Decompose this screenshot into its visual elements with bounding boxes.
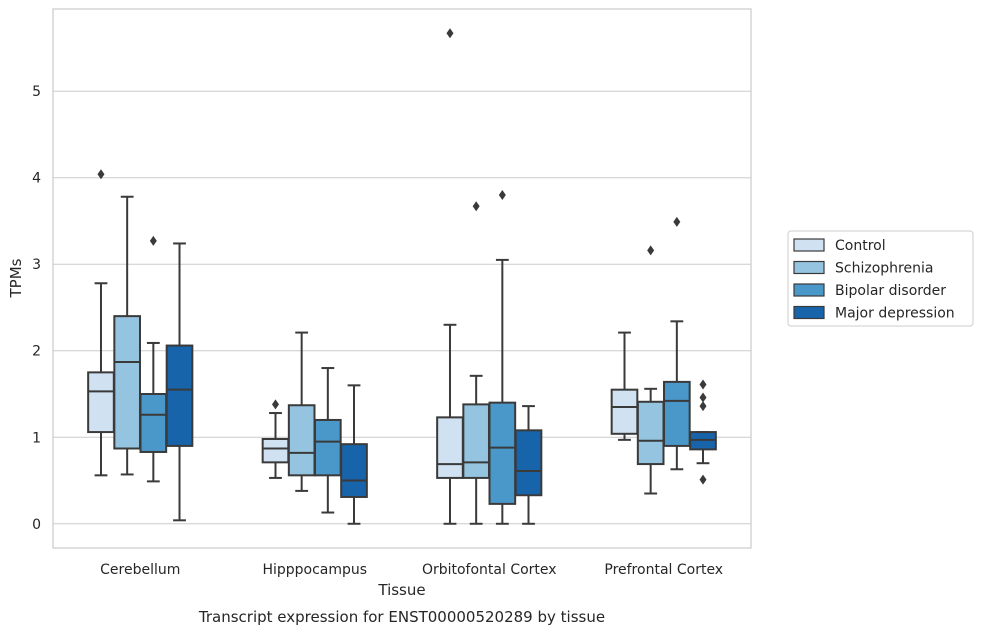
- legend-swatch: [793, 260, 825, 275]
- legend-label: Bipolar disorder: [835, 283, 946, 299]
- x-tick-label: Cerebellum: [100, 562, 180, 578]
- legend-frame: [787, 230, 974, 327]
- y-axis-ticks: 0 1 2 3 4 5: [32, 84, 41, 533]
- outlier-point: [149, 235, 157, 246]
- box-body: [514, 429, 543, 497]
- box-0-0: [87, 169, 115, 477]
- outlier-point: [699, 379, 707, 390]
- box-2-1: [462, 201, 490, 525]
- box-1-3: [340, 384, 368, 525]
- legend-swatch: [793, 283, 825, 297]
- outlier-point: [271, 399, 279, 410]
- outlier-point: [699, 401, 707, 412]
- box-body: [261, 437, 290, 464]
- y-tick-label: 4: [32, 171, 41, 187]
- y-tick-label: 2: [32, 344, 41, 360]
- box-3-3: [689, 379, 717, 485]
- box-body: [287, 404, 316, 477]
- outlier-point: [699, 474, 707, 485]
- box-body: [610, 388, 639, 435]
- box-body: [436, 416, 464, 479]
- y-tick-label: 0: [32, 517, 41, 533]
- plot-frame: [52, 8, 752, 549]
- outlier-point: [699, 392, 707, 403]
- legend-swatch: [793, 305, 825, 320]
- outlier-point: [673, 216, 681, 227]
- outlier-point: [647, 245, 655, 256]
- box-body: [488, 401, 517, 505]
- box-body: [314, 418, 342, 477]
- box-3-2: [663, 216, 691, 471]
- box-2-3: [514, 405, 543, 525]
- box-0-1: [113, 195, 141, 476]
- box-2-0: [436, 28, 464, 525]
- legend-label: Schizophrenia: [835, 261, 933, 277]
- x-tick-label: Hipppocampus: [262, 562, 367, 578]
- box-body: [139, 393, 168, 453]
- box-body: [340, 443, 368, 498]
- box-3-0: [610, 331, 639, 441]
- plot-area: [87, 28, 717, 525]
- legend-label: Control: [835, 238, 886, 254]
- box-body: [165, 344, 194, 447]
- box-body: [87, 371, 115, 434]
- outlier-point: [472, 201, 480, 212]
- legend: Control Schizophrenia Bipolar disorder Majo…: [787, 230, 974, 327]
- box-2-2: [488, 190, 517, 525]
- y-axis-title: TPMs: [7, 258, 25, 298]
- y-tick-label: 3: [32, 257, 41, 273]
- box-body: [663, 380, 691, 447]
- legend-label: Major depression: [835, 306, 955, 322]
- outlier-point: [446, 28, 454, 39]
- box-1-0: [261, 399, 290, 479]
- x-axis-title: Tissue: [377, 581, 425, 599]
- box-3-1: [636, 245, 665, 495]
- box-body: [462, 403, 490, 479]
- outlier-point: [97, 169, 105, 180]
- legend-swatch: [793, 238, 825, 252]
- box-0-2: [139, 235, 168, 483]
- box-1-2: [314, 367, 342, 514]
- x-tick-label: Orbitofontal Cortex: [422, 562, 557, 578]
- box-body: [636, 400, 665, 466]
- axes-frame: [52, 8, 752, 549]
- box-0-3: [165, 242, 194, 522]
- outlier-point: [498, 190, 506, 201]
- box-body: [113, 315, 141, 450]
- y-tick-label: 1: [32, 430, 41, 446]
- x-axis-ticks: Cerebellum Hipppocampus Orbitofontal Corte…: [100, 562, 723, 578]
- box-1-1: [287, 331, 316, 492]
- chart-caption: Transcript expression for ENST0000052028…: [198, 608, 605, 626]
- x-tick-label: Prefrontal Cortex: [604, 562, 723, 578]
- y-tick-label: 5: [32, 84, 41, 100]
